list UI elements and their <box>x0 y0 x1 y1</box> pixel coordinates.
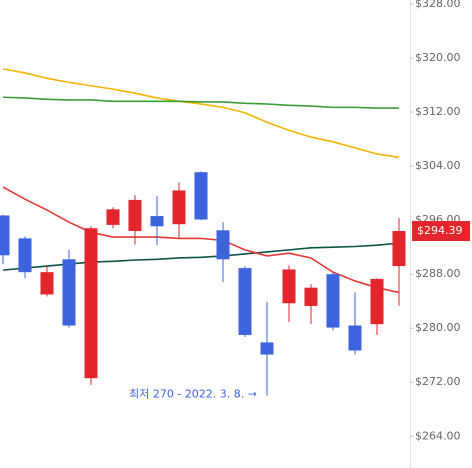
candle-body <box>216 230 230 260</box>
moving-average-line <box>2 68 400 159</box>
candle-body <box>194 172 208 220</box>
y-tick-label: $328.00 <box>415 0 461 10</box>
y-tick-label: $264.00 <box>415 429 461 442</box>
y-tick-label: $288.00 <box>415 267 461 280</box>
y-tick-label: $320.00 <box>415 51 461 64</box>
candle-body <box>172 190 186 225</box>
candle-body <box>260 342 274 355</box>
candle-body <box>62 259 76 326</box>
plot-area <box>0 68 406 396</box>
y-tick-label: $280.00 <box>415 321 461 334</box>
candle-body <box>370 278 384 325</box>
candle-body <box>0 215 10 256</box>
y-tick-label: $304.00 <box>415 159 461 172</box>
last-price-label: $294.39 <box>417 224 463 237</box>
y-tick-label: $312.00 <box>415 105 461 118</box>
candle-body <box>84 228 98 379</box>
y-tick-label: $272.00 <box>415 375 461 388</box>
candle-body <box>392 231 406 267</box>
candle-body <box>238 268 252 335</box>
candle-body <box>282 269 296 304</box>
candle-body <box>304 287 318 306</box>
candle-body <box>348 325 362 351</box>
moving-average-line <box>2 96 399 109</box>
candle-body <box>150 216 164 227</box>
candle-body <box>106 209 120 225</box>
candle-body <box>40 272 54 295</box>
candle-body <box>128 199 142 231</box>
candle-body <box>18 238 32 273</box>
low-annotation: 최저 270 - 2022. 3. 8. → <box>129 388 257 401</box>
moving-average-line <box>2 242 400 271</box>
last-price-box <box>412 221 470 242</box>
candle-body <box>326 274 340 328</box>
